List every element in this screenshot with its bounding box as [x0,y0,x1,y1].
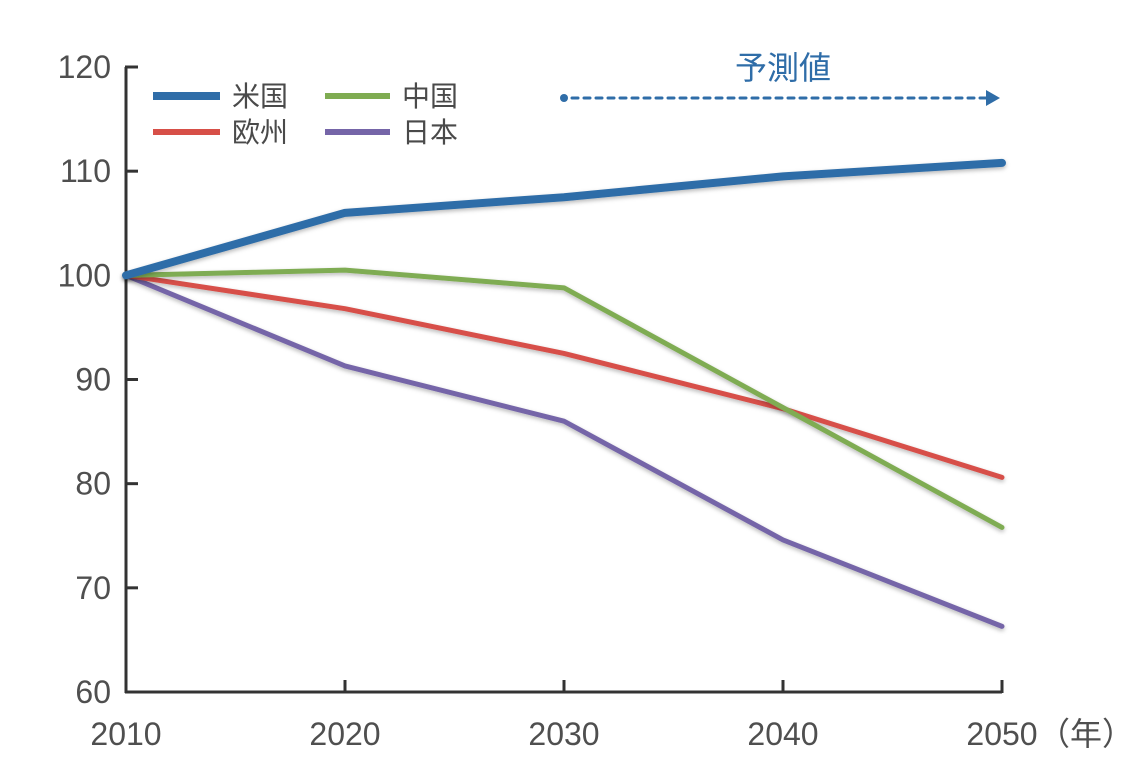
x-tick-label: 2010 [90,716,161,752]
legend-label: 欧州 [232,116,288,149]
forecast-annotation: 予測値 [560,49,1000,106]
forecast-label: 予測値 [735,49,831,87]
forecast-start-dot [560,94,568,102]
y-tick-label: 80 [75,466,111,502]
y-tick-label: 110 [60,153,111,189]
x-tick-label: 2040 [747,716,818,752]
series-line-1 [123,267,1005,530]
y-tick-label: 70 [75,570,111,606]
y-tick-label: 90 [75,362,111,398]
tick-labels-layer: 60 70 80 90 100 110 120 2010 2020 2030 2040 2050（年） [58,49,1122,753]
legend-label: 中国 [402,80,458,113]
x-tick-label: 2030 [528,716,599,752]
series-layer [122,158,1006,629]
series-line-0 [122,158,1006,280]
legend-label: 日本 [402,116,458,149]
y-tick-label: 60 [75,674,111,710]
legend-label: 米国 [232,80,288,113]
x-axis-unit-label: （年） [1038,715,1122,753]
axes-layer [124,65,1004,694]
y-tick-label: 100 [58,257,111,293]
forecast-arrow-head [986,90,1000,106]
x-tick-label: 2020 [309,716,380,752]
y-tick-label: 120 [58,49,111,85]
x-tick-label: 2050 [966,716,1037,752]
series-line-2 [123,272,1005,480]
series-line-3 [123,272,1005,629]
